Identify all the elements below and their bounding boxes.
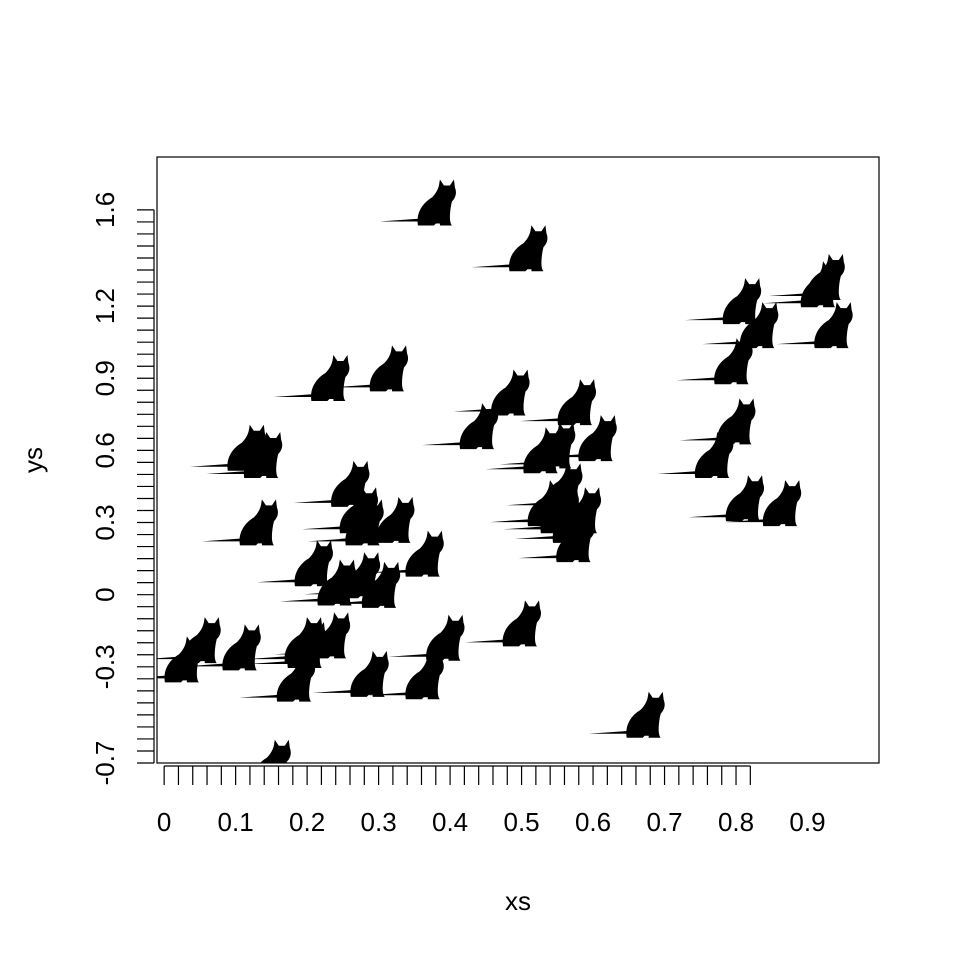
cat-marker [184,624,261,671]
cat-marker [685,278,762,325]
x-tick-label: 0.8 [718,807,754,837]
cat-marker [338,496,415,543]
cat-marker [422,403,499,450]
cat-marker [453,369,530,416]
cat-marker [367,530,444,577]
y-tick-label: 1.2 [90,288,120,324]
y-tick-label: 0.6 [90,432,120,468]
cat-marker [515,496,592,543]
cat-marker [324,561,401,608]
cat-marker [588,691,665,738]
cat-marker [332,345,409,392]
x-tick-label: 0 [157,807,171,837]
x-tick-label: 0.5 [503,807,539,837]
cat-marker [307,499,384,546]
cat-marker [518,516,595,563]
x-tick-label: 0.3 [361,807,397,837]
cat-marker [499,422,576,469]
y-tick-label: 0.9 [90,360,120,396]
cat-marker [189,424,266,471]
cat-marker [256,540,333,587]
cat-marker [157,636,203,683]
cat-marker [249,621,326,668]
cat-marker [464,600,541,647]
x-tick-label: 0.7 [646,807,682,837]
cat-marker [304,552,381,599]
cat-marker [274,612,351,659]
cat-marker [702,302,779,349]
cat-marker [379,179,456,226]
cat-marker [206,432,283,478]
y-axis-title: ys [18,447,48,473]
x-tick-label: 0.6 [575,807,611,837]
y-tick-label: 0 [90,587,120,601]
cat-marker [725,480,802,527]
cat-marker [540,415,617,462]
cat-marker [520,379,597,426]
cat-marker [367,653,444,700]
points-layer [157,179,853,763]
cat-marker [293,460,370,507]
x-tick-label: 0.4 [432,807,468,837]
cat-marker [688,475,765,522]
cat-marker [388,614,465,661]
y-tick-label: 1.6 [90,192,120,228]
cat-marker [676,338,753,385]
y-tick-label: -0.3 [90,644,120,689]
x-tick-label: 0.9 [789,807,825,837]
cat-marker [157,617,221,664]
cat-marker [471,225,548,272]
cat-marker [679,398,756,445]
cat-marker [312,650,389,697]
cat-marker [768,254,845,301]
y-axis: -0.7 -0.3 0 0.3 0.6 0.9 1.2 1.6 [90,192,155,786]
y-tick-label: -0.7 [90,741,120,786]
x-tick-label: 0.2 [289,807,325,837]
cat-marker [239,655,316,702]
x-tick-label: 0.1 [218,807,254,837]
cat-marker [201,499,278,546]
cat-marker [260,739,291,763]
x-axis: 0 0.1 0.2 0.3 0.4 0.5 0.6 0.7 0.8 0.9 [157,765,826,837]
cat-marker [657,432,734,478]
y-tick-label: 0.3 [90,504,120,540]
cat-marker [776,302,853,349]
plot-frame [156,156,880,764]
cat-marker [273,355,350,402]
x-axis-title: xs [505,886,531,916]
